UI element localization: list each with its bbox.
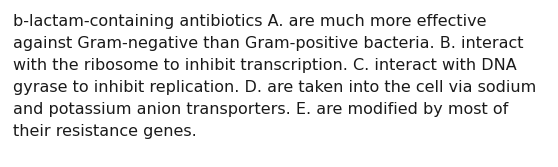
Text: and potassium anion transporters. E. are modified by most of: and potassium anion transporters. E. are… xyxy=(13,102,508,117)
Text: against Gram-negative than Gram-positive bacteria. B. interact: against Gram-negative than Gram-positive… xyxy=(13,36,523,51)
Text: b-lactam-containing antibiotics A. are much more effective: b-lactam-containing antibiotics A. are m… xyxy=(13,14,487,29)
Text: with the ribosome to inhibit transcription. C. interact with DNA: with the ribosome to inhibit transcripti… xyxy=(13,58,517,73)
Text: gyrase to inhibit replication. D. are taken into the cell via sodium: gyrase to inhibit replication. D. are ta… xyxy=(13,80,536,95)
Text: their resistance genes.: their resistance genes. xyxy=(13,124,197,139)
